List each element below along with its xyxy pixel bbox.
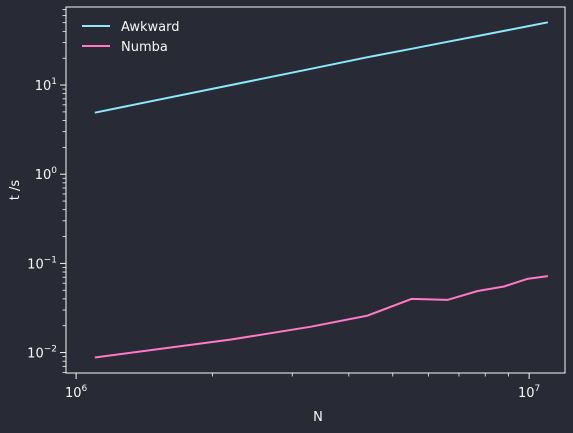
x-axis: 106 107 [65, 373, 540, 401]
axes-frame [65, 6, 566, 374]
series-line-awkward [94, 21, 549, 114]
plot-lines [94, 21, 549, 359]
y-tick-label: 100 [35, 166, 58, 183]
legend-label-numba: Numba [121, 40, 168, 55]
x-tick-label: 106 [65, 384, 88, 401]
legend-label-awkward: Awkward [121, 20, 180, 35]
x-axis-label: N [313, 410, 323, 425]
y-tick-label: 10−1 [27, 255, 57, 272]
legend: Awkward Numba [82, 20, 180, 55]
series-line-numba [94, 275, 549, 359]
y-axis: 10−2 10−1 100 101 [27, 9, 66, 373]
y-tick-label: 101 [35, 77, 57, 94]
y-axis-label: t /s [8, 180, 23, 201]
y-tick-label: 10−2 [27, 345, 57, 362]
x-tick-label: 107 [518, 384, 540, 401]
